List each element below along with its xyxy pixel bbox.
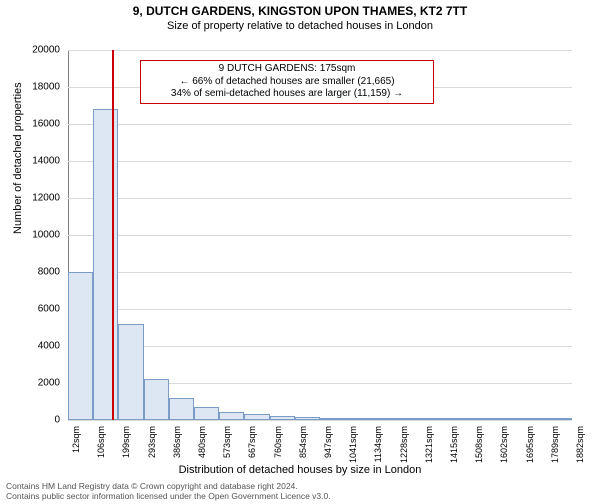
- chart-plot-area: 0200040006000800010000120001400016000180…: [68, 50, 572, 420]
- x-tick-label: 1041sqm: [348, 426, 358, 463]
- grid-line: [68, 272, 572, 273]
- grid-line: [68, 198, 572, 199]
- y-tick-label: 6000: [20, 304, 60, 315]
- callout-line-1: 9 DUTCH GARDENS: 175sqm: [147, 63, 427, 76]
- histogram-bar: [93, 109, 118, 420]
- x-tick-label: 854sqm: [298, 426, 308, 458]
- histogram-bar: [345, 418, 370, 420]
- histogram-bar: [68, 272, 93, 420]
- x-tick-label: 1602sqm: [499, 426, 509, 463]
- histogram-bar: [244, 414, 269, 420]
- grid-line: [68, 420, 572, 421]
- x-tick-label: 1508sqm: [474, 426, 484, 463]
- y-tick-label: 20000: [20, 45, 60, 56]
- x-tick-label: 1228sqm: [399, 426, 409, 463]
- x-axis-label: Distribution of detached houses by size …: [0, 464, 600, 476]
- y-tick-label: 0: [20, 415, 60, 426]
- x-tick-label: 573sqm: [222, 426, 232, 458]
- histogram-bar: [144, 379, 169, 420]
- x-tick-label: 106sqm: [96, 426, 106, 458]
- histogram-bar: [370, 418, 395, 420]
- histogram-bar: [496, 418, 521, 420]
- histogram-bar: [270, 416, 295, 420]
- x-tick-label: 1415sqm: [449, 426, 459, 463]
- y-tick-label: 18000: [20, 82, 60, 93]
- histogram-bar: [219, 412, 244, 420]
- histogram-bar: [522, 418, 547, 420]
- x-tick-label: 947sqm: [323, 426, 333, 458]
- callout-line-3: 34% of semi-detached houses are larger (…: [147, 88, 427, 101]
- histogram-bar: [169, 398, 194, 420]
- x-tick-label: 1695sqm: [525, 426, 535, 463]
- x-tick-label: 1134sqm: [373, 426, 383, 462]
- y-tick-label: 14000: [20, 156, 60, 167]
- histogram-bar: [118, 324, 143, 420]
- x-tick-label: 12sqm: [71, 426, 81, 453]
- x-tick-label: 760sqm: [273, 426, 283, 458]
- histogram-bar: [320, 418, 345, 420]
- histogram-bar: [396, 418, 421, 420]
- x-tick-label: 293sqm: [147, 426, 157, 458]
- annotation-callout: 9 DUTCH GARDENS: 175sqm ← 66% of detache…: [140, 60, 434, 104]
- footer-line-2: Contains public sector information licen…: [6, 492, 331, 502]
- footer-attribution: Contains HM Land Registry data © Crown c…: [6, 482, 331, 502]
- grid-line: [68, 309, 572, 310]
- callout-line-2: ← 66% of detached houses are smaller (21…: [147, 76, 427, 89]
- histogram-bar: [421, 418, 446, 420]
- x-tick-label: 386sqm: [172, 426, 182, 458]
- y-tick-label: 12000: [20, 193, 60, 204]
- property-marker-line: [112, 50, 114, 420]
- y-tick-label: 16000: [20, 119, 60, 130]
- x-tick-label: 480sqm: [197, 426, 207, 458]
- grid-line: [68, 235, 572, 236]
- histogram-bar: [295, 417, 320, 420]
- y-tick-label: 10000: [20, 230, 60, 241]
- histogram-bar: [547, 418, 572, 420]
- histogram-bar: [194, 407, 219, 420]
- chart-title: 9, DUTCH GARDENS, KINGSTON UPON THAMES, …: [0, 4, 600, 18]
- grid-line: [68, 50, 572, 51]
- y-tick-label: 4000: [20, 341, 60, 352]
- histogram-bar: [471, 418, 496, 420]
- x-tick-label: 667sqm: [247, 426, 257, 458]
- y-tick-label: 8000: [20, 267, 60, 278]
- x-tick-label: 1789sqm: [550, 426, 560, 463]
- grid-line: [68, 346, 572, 347]
- grid-line: [68, 124, 572, 125]
- x-tick-label: 1882sqm: [575, 426, 585, 463]
- y-tick-label: 2000: [20, 378, 60, 389]
- x-tick-label: 1321sqm: [424, 426, 434, 463]
- grid-line: [68, 161, 572, 162]
- x-tick-label: 199sqm: [121, 426, 131, 458]
- histogram-bar: [446, 418, 471, 420]
- chart-subtitle: Size of property relative to detached ho…: [0, 20, 600, 32]
